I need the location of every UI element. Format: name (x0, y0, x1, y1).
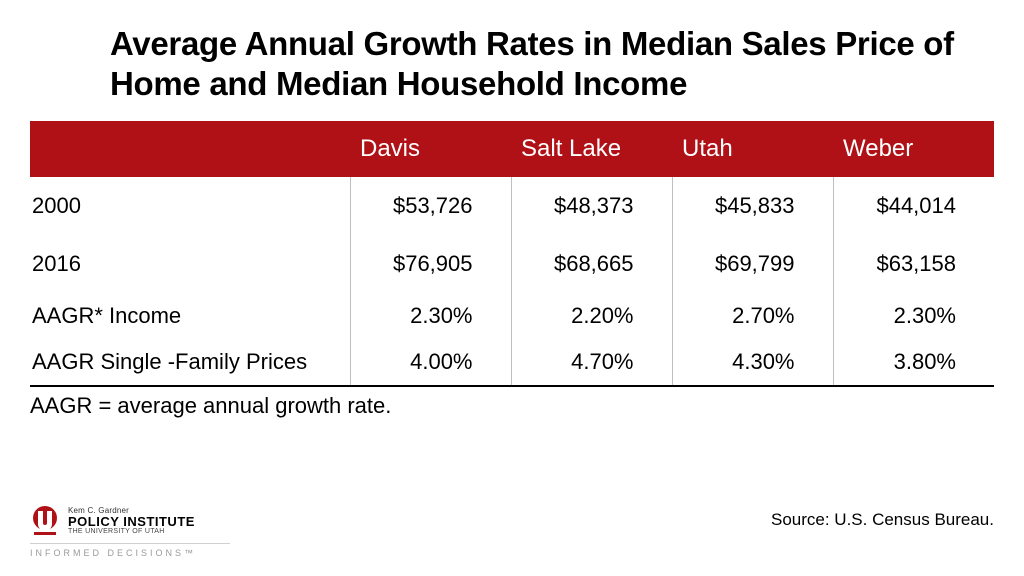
table-row: 2016 $76,905 $68,665 $69,799 $63,158 (30, 235, 994, 293)
institute-name: Kem C. Gardner POLICY INSTITUTE THE UNIV… (68, 507, 195, 535)
col-saltlake: Salt Lake (511, 121, 672, 177)
col-weber: Weber (833, 121, 994, 177)
cell: $76,905 (350, 235, 511, 293)
logo-line3: THE UNIVERSITY OF UTAH (68, 528, 195, 535)
col-davis: Davis (350, 121, 511, 177)
slide-title: Average Annual Growth Rates in Median Sa… (110, 24, 980, 103)
tagline-text: INFORMED DECISIONS™ (30, 543, 230, 558)
cell: 4.70% (511, 339, 672, 386)
cell: $53,726 (350, 177, 511, 235)
col-blank (30, 121, 350, 177)
cell: $44,014 (833, 177, 994, 235)
row-label: AAGR* Income (30, 293, 350, 339)
u-logo-icon (30, 505, 60, 537)
table-row: 2000 $53,726 $48,373 $45,833 $44,014 (30, 177, 994, 235)
cell: $69,799 (672, 235, 833, 293)
cell: 2.30% (350, 293, 511, 339)
row-label: AAGR Single -Family Prices (30, 339, 350, 386)
cell: 2.20% (511, 293, 672, 339)
cell: $68,665 (511, 235, 672, 293)
cell: $48,373 (511, 177, 672, 235)
cell: 4.30% (672, 339, 833, 386)
cell: $63,158 (833, 235, 994, 293)
col-utah: Utah (672, 121, 833, 177)
cell: 2.70% (672, 293, 833, 339)
cell: 3.80% (833, 339, 994, 386)
table-row: AAGR* Income 2.30% 2.20% 2.70% 2.30% (30, 293, 994, 339)
source-text: Source: U.S. Census Bureau. (771, 510, 994, 530)
logo-line2: POLICY INSTITUTE (68, 515, 195, 528)
data-table: Davis Salt Lake Utah Weber 2000 $53,726 … (30, 121, 994, 387)
footnote-text: AAGR = average annual growth rate. (30, 393, 994, 419)
row-label: 2000 (30, 177, 350, 235)
table-row: AAGR Single -Family Prices 4.00% 4.70% 4… (30, 339, 994, 386)
cell: $45,833 (672, 177, 833, 235)
cell: 4.00% (350, 339, 511, 386)
table-header-row: Davis Salt Lake Utah Weber (30, 121, 994, 177)
row-label: 2016 (30, 235, 350, 293)
cell: 2.30% (833, 293, 994, 339)
